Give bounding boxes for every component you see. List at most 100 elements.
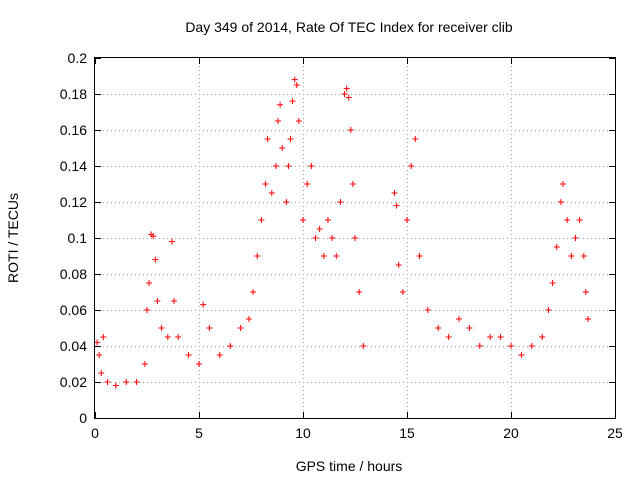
x-tick-labels: 0 5 10 15 20 25 xyxy=(91,425,623,441)
data-point xyxy=(295,118,302,124)
data-point xyxy=(324,217,331,223)
plot-frame xyxy=(94,57,616,419)
data-point xyxy=(466,325,473,331)
data-point xyxy=(508,343,514,349)
data-point xyxy=(572,235,579,241)
data-point xyxy=(300,217,306,223)
data-point xyxy=(549,280,556,286)
data-point xyxy=(391,190,398,196)
y-tick-label: 0.06 xyxy=(60,302,87,318)
data-point xyxy=(123,379,130,385)
data-point xyxy=(545,307,552,313)
y-tick-label: 0.04 xyxy=(60,338,87,354)
data-point xyxy=(206,325,213,331)
data-point xyxy=(564,217,571,223)
data-point xyxy=(237,325,244,331)
data-point xyxy=(175,334,182,340)
x-axis-label: GPS time / hours xyxy=(296,458,403,474)
data-point xyxy=(258,217,265,223)
data-point xyxy=(144,307,150,313)
y-tick-label: 0 xyxy=(79,410,87,426)
data-point xyxy=(557,199,564,205)
data-point xyxy=(341,91,348,97)
data-point xyxy=(435,325,442,331)
data-point xyxy=(312,235,319,241)
y-tick-labels: 0 0.02 0.04 0.06 0.08 0.1 0.12 0.14 0.16 0.18 0.2 xyxy=(60,50,87,426)
data-point xyxy=(185,352,192,358)
data-point xyxy=(308,163,315,169)
data-point xyxy=(356,289,363,295)
data-point xyxy=(245,316,252,322)
data-point xyxy=(412,136,419,142)
data-point xyxy=(345,94,352,101)
data-point xyxy=(393,202,400,209)
data-point xyxy=(96,352,103,358)
y-axis-label: ROTI / TECUs xyxy=(5,193,21,283)
data-point xyxy=(343,85,350,92)
data-point xyxy=(497,334,504,340)
data-point xyxy=(168,238,175,245)
data-point xyxy=(291,76,298,83)
chart-title: Day 349 of 2014, Rate Of TEC Index for r… xyxy=(185,19,513,35)
data-point xyxy=(352,235,358,241)
y-tick-label: 0.02 xyxy=(60,374,87,390)
data-point xyxy=(272,163,279,169)
y-tick-label: 0.16 xyxy=(60,122,87,138)
x-tick-label: 25 xyxy=(607,425,623,441)
data-point xyxy=(404,217,410,223)
data-point xyxy=(150,233,157,240)
data-point xyxy=(289,98,296,105)
data-point xyxy=(395,262,402,268)
data-point xyxy=(304,181,311,187)
data-point xyxy=(94,339,101,346)
data-point xyxy=(104,379,111,385)
x-tick-label: 5 xyxy=(195,425,203,441)
data-point xyxy=(518,352,525,358)
data-point xyxy=(293,82,300,88)
data-point xyxy=(329,235,336,241)
data-point xyxy=(164,334,171,340)
y-tick-label: 0.18 xyxy=(60,86,87,102)
data-point xyxy=(100,334,107,340)
x-tick-label: 0 xyxy=(91,425,99,441)
x-tick-label: 15 xyxy=(399,425,415,441)
data-point xyxy=(333,253,340,259)
y-tick-label: 0.08 xyxy=(60,266,87,282)
data-point xyxy=(487,334,494,340)
data-point xyxy=(568,253,575,259)
data-point xyxy=(476,343,483,349)
data-point xyxy=(576,217,583,223)
data-point xyxy=(408,163,415,169)
data-point xyxy=(424,307,431,313)
data-point xyxy=(152,256,159,263)
data-point xyxy=(264,136,271,142)
data-point xyxy=(416,253,423,259)
data-point xyxy=(196,361,202,367)
data-point xyxy=(275,118,282,124)
data-point xyxy=(580,253,587,259)
data-point xyxy=(141,361,148,367)
y-tick-label: 0.1 xyxy=(68,230,88,246)
data-point xyxy=(171,298,178,304)
data-point xyxy=(316,226,323,232)
data-point xyxy=(347,127,354,133)
data-point xyxy=(277,101,284,108)
data-point xyxy=(285,163,292,169)
data-point xyxy=(320,253,327,259)
data-point xyxy=(158,325,165,331)
data-point xyxy=(146,280,153,286)
data-point xyxy=(528,343,535,349)
data-point xyxy=(154,298,161,304)
data-point xyxy=(337,199,344,205)
data-point xyxy=(539,334,546,340)
y-tick-label: 0.12 xyxy=(60,194,87,210)
data-point xyxy=(216,352,223,358)
y-tick-label: 0.2 xyxy=(68,50,88,66)
data-point xyxy=(268,190,275,196)
data-point xyxy=(98,370,105,376)
data-point xyxy=(456,316,462,322)
data-point xyxy=(349,181,356,187)
data-point xyxy=(445,334,452,340)
y-tick-label: 0.14 xyxy=(60,158,87,174)
